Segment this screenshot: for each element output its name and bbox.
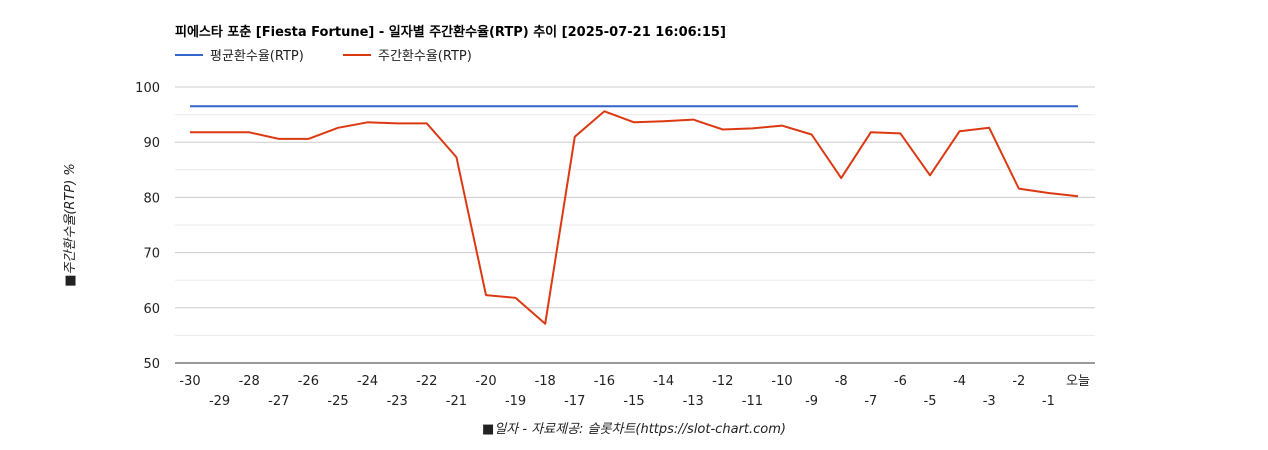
- y-axis-ticks: 100 90 80 70 60 50: [135, 81, 160, 372]
- y-tick-label: 100: [135, 81, 160, 96]
- series-lines: [190, 105, 1079, 325]
- y-tick-label: 60: [143, 302, 160, 317]
- chart-title: 피에스타 포춘 [Fiesta Fortune] - 일자별 주간환수율(RTP…: [175, 24, 726, 40]
- x-tick-label: -12: [712, 374, 733, 389]
- gridlines: [175, 86, 1095, 364]
- x-tick-label: -4: [953, 374, 966, 389]
- x-tick-label: -9: [805, 394, 818, 409]
- x-tick-label: -6: [894, 374, 907, 389]
- x-tick-label: -16: [594, 374, 615, 389]
- x-tick-label: -7: [864, 394, 877, 409]
- x-tick-label: -23: [387, 394, 408, 409]
- x-tick-label: -27: [268, 394, 289, 409]
- x-tick-label: -26: [298, 374, 319, 389]
- x-tick-label: -2: [1012, 374, 1025, 389]
- y-tick-label: 90: [143, 136, 160, 151]
- x-tick-label: -1: [1042, 394, 1055, 409]
- x-tick-label: -19: [505, 394, 526, 409]
- x-tick-label: -14: [653, 374, 674, 389]
- y-tick-label: 50: [143, 357, 160, 372]
- y-axis-title: ■주간환수율(RTP) %: [63, 163, 78, 287]
- y-tick-label: 70: [143, 247, 160, 262]
- series-line-weekly: [190, 110, 1079, 325]
- y-tick-label: 80: [143, 191, 160, 206]
- x-tick-label: -15: [623, 394, 644, 409]
- x-tick-label: -21: [446, 394, 467, 409]
- x-tick-label: -18: [535, 374, 556, 389]
- legend-label-weekly: 주간환수율(RTP): [378, 49, 472, 64]
- x-axis-ticks: -30-29-28-27-26-25-24-23-22-21-20-19-18-…: [179, 374, 1090, 409]
- x-tick-label: -10: [771, 374, 792, 389]
- x-tick-label: -20: [475, 374, 496, 389]
- x-tick-label: -8: [835, 374, 848, 389]
- x-tick-label: -29: [209, 394, 230, 409]
- x-tick-label: -28: [239, 374, 260, 389]
- x-tick-label: -25: [327, 394, 348, 409]
- x-tick-label: -22: [416, 374, 437, 389]
- x-tick-label: 오늘: [1066, 374, 1090, 389]
- x-tick-label: -11: [742, 394, 763, 409]
- x-tick-label: -5: [924, 394, 937, 409]
- x-tick-label: -17: [564, 394, 585, 409]
- x-tick-label: -3: [983, 394, 996, 409]
- x-tick-label: -13: [683, 394, 704, 409]
- legend-label-average: 평균환수율(RTP): [210, 49, 304, 64]
- x-axis-title: ■일자 - 자료제공: 슬롯차트(https://slot-chart.com): [482, 422, 786, 437]
- x-tick-label: -30: [179, 374, 200, 389]
- legend: 평균환수율(RTP) 주간환수율(RTP): [175, 49, 472, 64]
- x-tick-label: -24: [357, 374, 378, 389]
